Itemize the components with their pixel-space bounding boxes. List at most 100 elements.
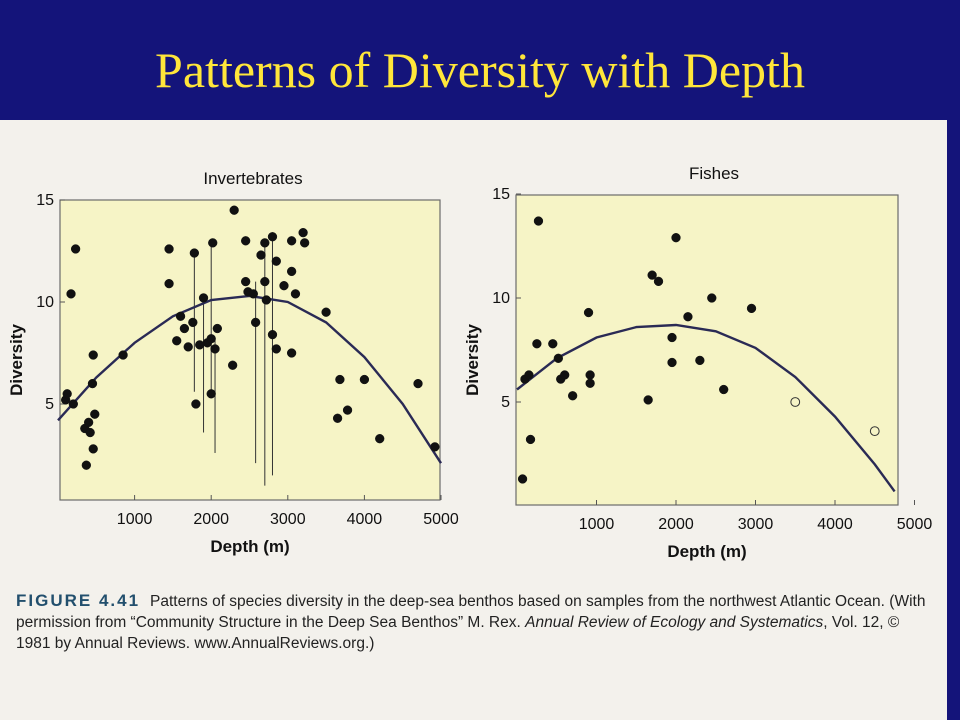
invertebrates-data-point	[88, 350, 98, 360]
figure-caption: FIGURE 4.41 Patterns of species diversity…	[16, 590, 926, 654]
fishes-x-tick-label: 1000	[579, 516, 615, 533]
invertebrates-data-point	[188, 317, 198, 328]
invertebrates-data-point	[62, 389, 72, 399]
invertebrates-data-point	[290, 289, 301, 299]
invertebrates-data-point	[175, 311, 186, 321]
fishes-data-point	[647, 270, 657, 280]
invertebrates-data-point	[118, 350, 128, 360]
invertebrates-data-point	[87, 378, 98, 389]
invertebrates-data-point	[90, 409, 100, 419]
fishes-x-tick-label: 3000	[738, 516, 774, 533]
fishes-data-point	[746, 303, 757, 314]
fishes-data-point	[583, 307, 594, 318]
invertebrates-data-point	[83, 417, 94, 428]
invertebrates-y-tick-label: 10	[36, 294, 54, 311]
fishes-data-point	[533, 216, 544, 226]
invertebrates-data-point	[172, 336, 182, 346]
invertebrates-x-tick-label: 2000	[193, 511, 229, 528]
fishes-data-point	[667, 357, 677, 368]
invertebrates-data-point	[286, 266, 297, 277]
invertebrates-data-point	[286, 236, 297, 246]
invertebrates-plot-area	[59, 199, 441, 501]
fishes-y-tick-label: 10	[492, 290, 510, 307]
invertebrates-data-point	[206, 334, 216, 344]
slide-header: Patterns of Diversity with Depth	[0, 0, 960, 120]
caption-journal: Annual Review of Ecology and Systematics	[525, 614, 824, 631]
invertebrates-data-point	[271, 256, 281, 266]
fishes-data-point	[532, 339, 542, 349]
invertebrates-data-point	[248, 289, 258, 299]
invertebrates-data-point	[260, 276, 270, 287]
fishes-data-point	[585, 370, 595, 380]
invertebrates-data-point	[191, 399, 201, 409]
invertebrates-data-point	[342, 405, 353, 415]
invertebrates-y-axis-title: Diversity	[7, 324, 26, 396]
invertebrates-data-point	[321, 307, 331, 317]
invertebrates-data-point	[81, 460, 91, 470]
invertebrates-data-point	[430, 442, 440, 452]
invertebrates-x-tick-label: 5000	[423, 511, 459, 528]
invertebrates-data-point	[359, 374, 370, 385]
invertebrates-data-point	[413, 378, 423, 389]
fishes-data-point	[671, 233, 681, 243]
fishes-data-point	[553, 353, 563, 363]
invertebrates-data-point	[66, 289, 76, 299]
fishes-data-point	[695, 355, 705, 366]
invertebrates-data-point	[195, 340, 205, 350]
invertebrates-data-point	[271, 344, 281, 354]
invertebrates-data-point	[267, 232, 278, 242]
invertebrates-data-point	[164, 278, 174, 289]
figure-label: FIGURE 4.41	[16, 591, 141, 610]
fishes-data-point	[643, 395, 653, 405]
invertebrates-data-point	[198, 293, 209, 303]
invertebrates-data-point	[267, 329, 278, 340]
invertebrates-x-tick-label: 4000	[347, 511, 383, 528]
fishes-data-point	[524, 370, 534, 380]
fishes-plot-area	[515, 194, 899, 506]
invertebrates-data-point	[88, 444, 98, 454]
invertebrates-data-point	[208, 238, 218, 248]
invertebrates-data-point	[183, 342, 193, 352]
fishes-fit-curve	[516, 323, 896, 493]
fishes-data-point	[517, 474, 528, 484]
invertebrates-data-point	[210, 344, 220, 354]
fishes-data-point	[585, 378, 595, 388]
invertebrates-data-point	[189, 248, 199, 258]
invertebrates-data-point	[286, 348, 297, 358]
fishes-x-axis-title: Depth (m)	[667, 542, 746, 561]
caption-text-end: , Vol. 12, © 1981 by Annual Reviews. www…	[16, 614, 900, 652]
invertebrates-data-point	[164, 244, 174, 254]
invertebrates-data-point	[298, 227, 308, 238]
invertebrates-y-tick-label: 5	[45, 396, 54, 413]
fishes-chart-title: Fishes	[689, 164, 739, 183]
invertebrates-data-point	[241, 276, 251, 287]
fishes-data-point	[568, 391, 578, 401]
invertebrates-data-point	[300, 238, 310, 248]
invertebrates-data-point	[260, 238, 270, 248]
invertebrates-x-tick-label: 3000	[270, 511, 306, 528]
invertebrates-data-point	[335, 374, 345, 385]
invertebrates-data-point	[241, 236, 251, 246]
right-edge-border	[947, 120, 960, 720]
invertebrates-x-tick-label: 1000	[117, 511, 153, 528]
fishes-x-tick-label: 4000	[817, 516, 853, 533]
fishes-data-point	[683, 312, 693, 322]
fishes-data-point	[525, 434, 536, 445]
fishes-y-axis-title: Diversity	[463, 324, 482, 396]
slide-title: Patterns of Diversity with Depth	[155, 42, 805, 98]
fishes-data-point	[560, 370, 570, 380]
invertebrates-data-point	[212, 323, 222, 334]
invertebrates-data-point	[85, 427, 95, 438]
invertebrates-data-point	[250, 317, 261, 328]
invertebrates-data-point	[261, 295, 272, 305]
invertebrates-chart-title: Invertebrates	[203, 169, 302, 188]
fishes-data-point	[653, 276, 664, 287]
invertebrates-data-point	[206, 389, 216, 399]
invertebrates-data-point	[229, 205, 239, 215]
caption-text: Patterns of species diversity in the dee…	[16, 593, 926, 631]
fishes-data-point	[719, 384, 729, 395]
fishes-data-point	[869, 426, 880, 437]
figure-charts: Invertebrates 5 10 15 1000 2000 3000 4000 5000 De…	[7, 164, 932, 561]
invertebrates-y-tick-label: 15	[36, 192, 54, 209]
invertebrates-data-point	[70, 244, 81, 254]
